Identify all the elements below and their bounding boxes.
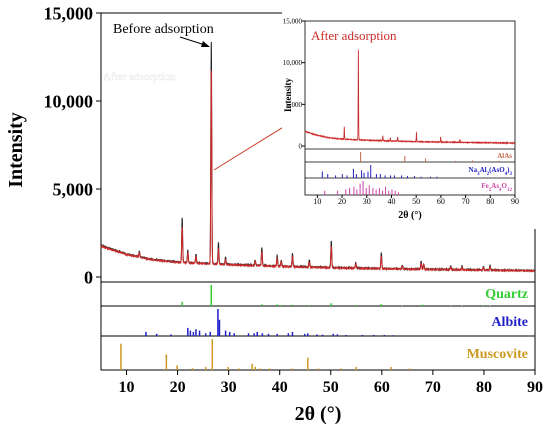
inset-x-tick-label: 50 bbox=[412, 197, 420, 206]
inset-x-tick-label: 60 bbox=[437, 197, 445, 206]
main-reference-group: Quartz Albite Muscovite bbox=[120, 285, 528, 370]
inset-ref-label-alas: AlAs bbox=[497, 152, 512, 160]
inset-y-ticks: 0 5,000 10,000 15,000 bbox=[283, 17, 305, 150]
main-x-tick-label: 80 bbox=[476, 379, 492, 396]
inset-x-ticks: 10 20 30 40 50 60 70 80 90 bbox=[313, 195, 519, 206]
inset-x-tick-label: 30 bbox=[363, 197, 371, 206]
main-x-tick-label: 10 bbox=[119, 379, 135, 396]
main-ref-label-quartz: Quartz bbox=[485, 287, 528, 302]
main-x-tick-label: 70 bbox=[425, 379, 441, 396]
main-series-group bbox=[100, 41, 536, 273]
main-x-tick-label: 20 bbox=[170, 379, 186, 396]
inset-y-tick-label: 10,000 bbox=[283, 59, 303, 67]
inset-reference-group: AlAs Na3Al2(AsO4)3 Fe2As4O12 bbox=[321, 152, 513, 195]
inset-x-tick-label: 40 bbox=[387, 197, 395, 206]
main-ref-label-muscovite: Muscovite bbox=[467, 347, 528, 362]
inset-series-after-adsorption-line bbox=[304, 49, 516, 145]
main-x-tick-label: 90 bbox=[527, 379, 543, 396]
inset-y-tick-label: 5,000 bbox=[286, 101, 302, 109]
after-adsorption-ghost-annotation: After adsorption bbox=[103, 71, 176, 83]
inset-y-axis-label: Intensity bbox=[283, 78, 293, 113]
inset-after-adsorption-annotation: After adsorption bbox=[311, 28, 397, 43]
inset-chart: AlAs Na3Al2(AsO4)3 Fe2As4O12 10 20 30 40 50 60 7… bbox=[282, 6, 537, 229]
main-x-tick-label: 30 bbox=[221, 379, 237, 396]
before-adsorption-annotation: Before adsorption bbox=[113, 22, 214, 37]
inset-ref-label-na3al2-aso4-3: Na3Al2(AsO4)3 bbox=[469, 166, 513, 177]
main-y-ticks: 0 5,000 10,000 15,000 bbox=[44, 3, 101, 287]
main-y-tick-label: 15,000 bbox=[44, 3, 94, 23]
main-x-tick-label: 40 bbox=[272, 379, 288, 396]
main-x-tick-label: 50 bbox=[323, 379, 339, 396]
main-x-axis-label: 2θ (°) bbox=[295, 403, 342, 425]
inset-x-tick-label: 90 bbox=[511, 197, 519, 206]
inset-series-group bbox=[304, 49, 516, 145]
inset-y-tick-label: 15,000 bbox=[283, 17, 303, 25]
inset-plot-frame bbox=[304, 20, 516, 196]
main-y-tick-label: 5,000 bbox=[53, 179, 94, 199]
main-y-axis-label: Intensity bbox=[5, 112, 27, 188]
main-x-tick-label: 60 bbox=[374, 379, 390, 396]
inset-y-tick-label: 0 bbox=[299, 142, 303, 150]
inset-x-tick-label: 80 bbox=[486, 197, 494, 206]
main-x-ticks: 10 20 30 40 50 60 70 80 90 bbox=[119, 370, 543, 396]
inset-x-tick-label: 20 bbox=[338, 197, 346, 206]
main-series-after-adsorption-line bbox=[100, 70, 536, 273]
inset-x-tick-label: 10 bbox=[313, 197, 321, 206]
main-y-tick-label: 0 bbox=[84, 267, 93, 287]
inset-x-axis-label: 2θ (°) bbox=[398, 210, 421, 221]
inset-ref-label-fe2as4o12: Fe2As4O12 bbox=[481, 182, 512, 193]
before-adsorption-arrow bbox=[179, 36, 210, 47]
main-ref-label-albite: Albite bbox=[491, 315, 528, 330]
inset-x-tick-label: 70 bbox=[462, 197, 470, 206]
main-chart: Quartz Albite Muscovite 10 20 30 40 50 60 70 80 90… bbox=[5, 3, 543, 425]
main-y-tick-label: 10,000 bbox=[44, 91, 94, 111]
